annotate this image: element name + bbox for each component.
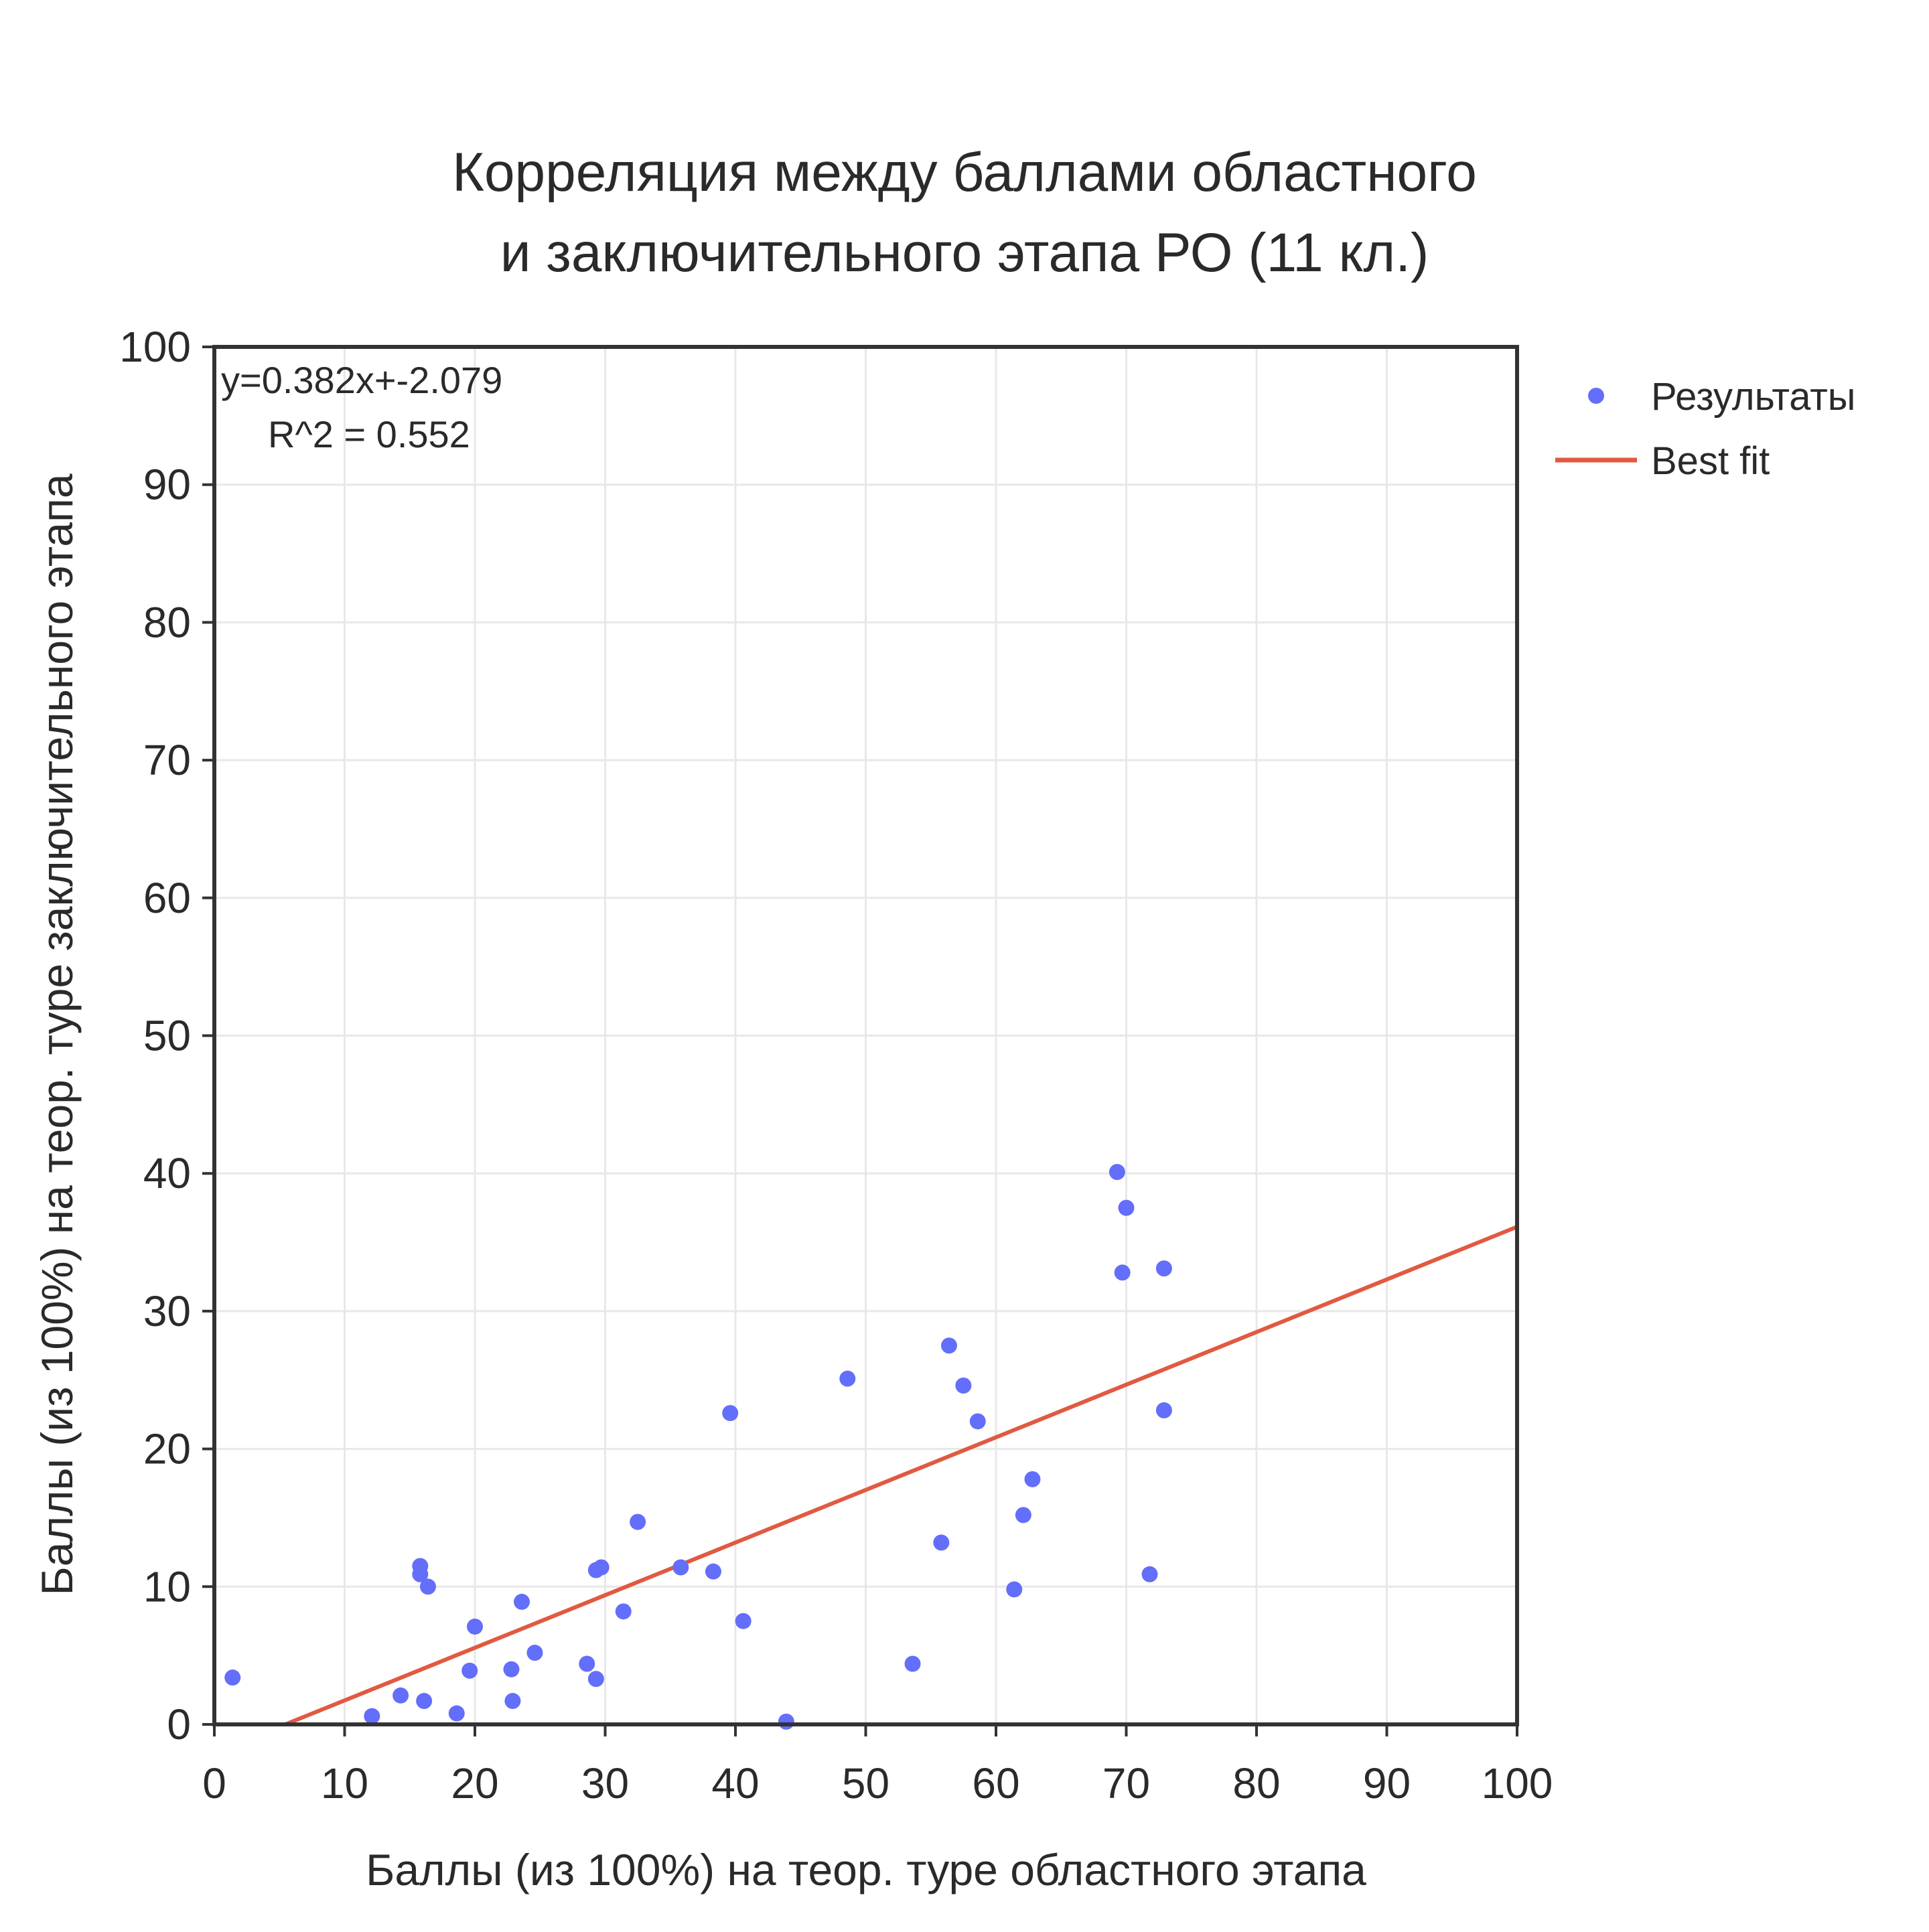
x-tick-label: 70 [1102,1759,1150,1807]
data-point [940,1337,957,1354]
y-tick-label: 20 [143,1425,191,1473]
data-point [526,1645,543,1661]
y-tick-label: 70 [143,736,191,784]
y-tick-label: 60 [143,874,191,922]
regression-annotation: y=0.382x+-2.079 R^2 = 0.552 [221,359,502,455]
data-point [587,1671,604,1688]
data-point [448,1705,465,1722]
chart-title: Корреляция между баллами областного и за… [452,142,1477,283]
x-tick-label: 10 [321,1759,368,1807]
data-point [722,1405,739,1422]
data-point [503,1661,520,1678]
data-point [593,1559,610,1576]
x-tick-label: 20 [451,1759,498,1807]
chart-title-line-1: Корреляция между баллами областного [452,142,1477,203]
axis-ticks: 0 10 20 30 40 50 60 70 80 90 100 0 10 20 30 40 50 60 70 80 9… [119,323,1553,1807]
data-point [1118,1199,1135,1216]
data-point [579,1655,595,1672]
y-tick-label: 30 [143,1287,191,1335]
legend-label-results: Результаты [1651,375,1855,419]
x-tick-label: 0 [202,1759,226,1807]
data-point [514,1593,530,1610]
data-point [904,1655,921,1672]
regression-equation: y=0.382x+-2.079 [221,359,502,401]
y-tick-label: 40 [143,1149,191,1197]
x-tick-label: 100 [1482,1759,1553,1807]
legend-label-best-fit: Best fit [1651,439,1770,483]
data-point [672,1559,689,1576]
data-point [735,1613,752,1629]
data-point [955,1377,972,1394]
data-point [1109,1164,1125,1181]
data-point [416,1693,433,1710]
data-point [1015,1507,1031,1524]
data-point [705,1563,721,1580]
x-axis-title: Баллы (из 100%) на теор. туре областного… [366,1845,1366,1894]
data-point [1006,1581,1023,1598]
x-tick-label: 50 [842,1759,889,1807]
y-tick-label: 50 [143,1012,191,1060]
y-axis-title: Баллы (из 100%) на теор. туре заключител… [32,473,82,1595]
y-tick-label: 100 [119,323,191,371]
chart-title-line-2: и заключительного этапа РО (11 кл.) [500,222,1429,283]
data-point [412,1566,429,1582]
y-tick-label: 0 [167,1700,191,1749]
y-tick-label: 10 [143,1562,191,1611]
data-point [504,1693,521,1710]
x-tick-label: 80 [1232,1759,1280,1807]
data-point [1141,1566,1158,1582]
data-point [1024,1471,1041,1487]
legend-marker-results [1588,388,1604,404]
y-tick-label: 80 [143,598,191,646]
x-tick-label: 40 [711,1759,759,1807]
data-point [1155,1402,1172,1419]
data-point [933,1534,950,1551]
data-point [461,1662,478,1679]
data-point [615,1603,632,1620]
data-point [1114,1264,1131,1281]
legend: Результаты Best fit [1555,375,1855,483]
x-tick-label: 90 [1363,1759,1411,1807]
points-layer [224,1164,1172,1730]
x-tick-label: 60 [972,1759,1019,1807]
data-point [969,1413,986,1430]
r-squared-label: R^2 = 0.552 [268,413,470,455]
data-point [224,1669,241,1686]
best-fit-layer [284,1225,1518,1726]
data-point [630,1513,646,1530]
data-point [467,1618,483,1635]
data-point [839,1370,856,1387]
x-tick-label: 30 [581,1759,629,1807]
grid [213,346,1518,1726]
y-tick-label: 90 [143,461,191,509]
data-point [419,1578,436,1595]
data-point [1155,1260,1172,1277]
data-point [392,1687,409,1704]
data-point [778,1713,794,1730]
data-point [364,1708,380,1724]
best-fit-line [284,1225,1518,1726]
